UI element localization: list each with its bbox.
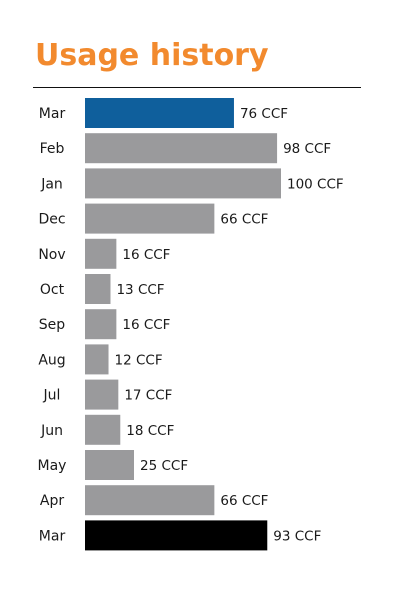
title-divider — [33, 87, 361, 88]
chart-title: Usage history — [35, 38, 269, 73]
bar-value-label: 93 CCF — [273, 528, 321, 544]
month-label: Mar — [39, 106, 66, 122]
bar-value-label: 25 CCF — [140, 458, 188, 474]
bar-value-label: 66 CCF — [220, 212, 268, 228]
usage-bar — [85, 520, 268, 551]
bar-value-label: 66 CCF — [220, 493, 268, 509]
month-label: Aug — [38, 352, 65, 368]
month-label: Dec — [38, 212, 65, 228]
usage-bar — [85, 450, 134, 480]
usage-bar — [85, 344, 109, 375]
bar-value-label: 16 CCF — [122, 247, 170, 263]
month-label: May — [38, 458, 67, 474]
month-label: Feb — [40, 141, 65, 157]
month-label: Oct — [40, 282, 65, 298]
usage-bar — [85, 168, 281, 199]
month-label: Jun — [40, 423, 63, 439]
bar-value-label: 12 CCF — [115, 352, 163, 368]
bar-value-label: 13 CCF — [116, 282, 164, 298]
month-label: Jul — [43, 388, 61, 404]
month-label: Jan — [40, 176, 63, 192]
bar-value-label: 16 CCF — [122, 317, 170, 333]
usage-bar — [85, 414, 121, 445]
bars — [85, 98, 281, 551]
usage-bar — [85, 98, 234, 128]
month-label: Sep — [39, 317, 66, 333]
bar-value-label: 17 CCF — [124, 388, 172, 404]
usage-bar — [85, 133, 278, 164]
bar-value-label: 18 CCF — [126, 423, 174, 439]
month-labels: Mar Feb Jan Dec Nov Oct Sep Aug Jul Jun May Apr Mar — [38, 106, 67, 544]
usage-bar — [85, 274, 111, 304]
usage-bar — [85, 309, 117, 340]
month-label: Nov — [38, 247, 65, 263]
month-label: Mar — [39, 528, 66, 544]
bar-value-label: 76 CCF — [240, 106, 288, 122]
usage-bar — [85, 379, 119, 410]
bar-value-label: 100 CCF — [287, 176, 344, 192]
usage-bar — [85, 238, 117, 269]
bar-value-label: 98 CCF — [283, 141, 331, 157]
usage-bar — [85, 485, 215, 516]
month-label: Apr — [40, 493, 64, 509]
value-labels: 76 CCF 98 CCF 100 CCF 66 CCF 16 CCF 13 CCF 16 … — [115, 106, 344, 544]
usage-bar — [85, 203, 215, 234]
